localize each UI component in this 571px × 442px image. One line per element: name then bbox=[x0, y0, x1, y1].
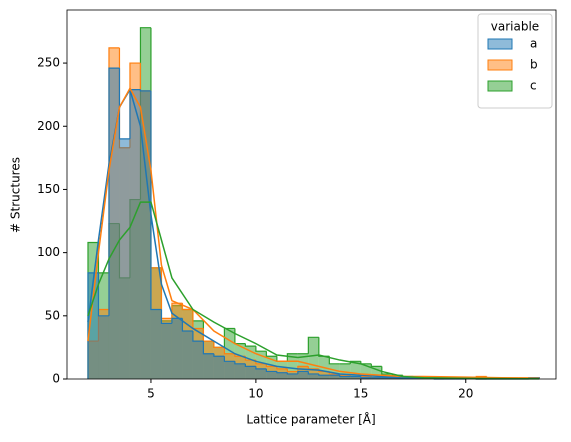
bin-outline bbox=[255, 366, 267, 370]
histogram-bin bbox=[203, 353, 214, 379]
histogram-bin bbox=[318, 375, 330, 379]
histogram-bin bbox=[255, 368, 267, 379]
bin-outline bbox=[318, 373, 330, 376]
histogram-bin bbox=[150, 309, 162, 379]
y-tick-label: 200 bbox=[37, 119, 60, 133]
bin-outline bbox=[118, 68, 130, 140]
bin-outline bbox=[381, 366, 393, 375]
bin-outline bbox=[181, 318, 193, 332]
histogram-bin bbox=[392, 377, 403, 379]
histogram-bin bbox=[266, 371, 277, 379]
bin-outline bbox=[307, 336, 319, 354]
bin-outline bbox=[360, 361, 372, 365]
histogram-bin bbox=[119, 138, 130, 379]
bin-outline bbox=[244, 363, 256, 367]
x-tick-label: 15 bbox=[353, 387, 368, 401]
histogram-bin bbox=[276, 372, 288, 379]
kde-line bbox=[87, 201, 540, 380]
x-axis-label: Lattice parameter [Å] bbox=[246, 412, 375, 427]
x-tick-label: 10 bbox=[248, 387, 263, 401]
bin-outline bbox=[255, 346, 267, 352]
histogram-bin bbox=[339, 376, 351, 379]
histogram-bin bbox=[350, 361, 361, 379]
bin-outline bbox=[328, 356, 340, 365]
bin-outline bbox=[276, 371, 288, 374]
bin-outline bbox=[339, 375, 351, 378]
histogram-bin bbox=[182, 330, 193, 379]
histogram-bin bbox=[381, 377, 393, 379]
histogram-bin bbox=[287, 373, 298, 379]
legend-swatch bbox=[487, 59, 513, 71]
bin-outline bbox=[265, 351, 277, 357]
histogram-bin bbox=[308, 337, 319, 379]
bin-outline bbox=[160, 309, 172, 324]
histogram-bin bbox=[360, 377, 372, 379]
histogram-bin bbox=[129, 89, 141, 380]
histogram-bin bbox=[87, 272, 99, 379]
bin-outline bbox=[265, 368, 277, 373]
bin-outline bbox=[108, 67, 120, 316]
bin-outline bbox=[265, 363, 277, 367]
x-tick-label: 20 bbox=[458, 387, 473, 401]
histogram-bin bbox=[350, 376, 361, 379]
bin-outline bbox=[97, 242, 109, 274]
y-tick-label: 150 bbox=[37, 182, 60, 196]
bin-outline bbox=[276, 366, 288, 370]
histogram-bin bbox=[287, 353, 298, 379]
histogram-bin bbox=[234, 363, 246, 379]
histogram-bin bbox=[297, 371, 309, 379]
bin-outline bbox=[297, 365, 309, 372]
bin-outline bbox=[202, 341, 214, 355]
y-tick-label: 50 bbox=[45, 308, 60, 322]
bin-outline bbox=[297, 370, 309, 374]
bin-outline bbox=[318, 337, 330, 357]
y-axis-label: # Structures bbox=[9, 157, 23, 233]
bin-outline bbox=[286, 372, 298, 375]
histogram-bin bbox=[224, 361, 235, 379]
kde-line bbox=[87, 86, 540, 380]
histogram-bin bbox=[108, 68, 120, 380]
bin-outline bbox=[223, 347, 235, 355]
histogram-bin bbox=[161, 323, 172, 379]
histogram-bin bbox=[213, 356, 225, 379]
plot-frame bbox=[66, 9, 557, 380]
legend-swatch bbox=[487, 38, 513, 50]
bin-outline bbox=[286, 368, 298, 373]
histogram-bin bbox=[371, 366, 382, 379]
legend-label: b bbox=[530, 58, 538, 72]
bin-outline bbox=[139, 89, 151, 92]
bin-outline bbox=[276, 356, 288, 362]
y-tick-label: 250 bbox=[37, 56, 60, 70]
histogram-bin bbox=[371, 377, 382, 379]
bin-outline bbox=[97, 272, 109, 317]
bin-outline bbox=[213, 341, 225, 349]
bin-outline bbox=[360, 376, 372, 379]
bin-outline bbox=[307, 371, 319, 375]
legend-swatch bbox=[487, 80, 513, 92]
histogram-bin bbox=[245, 366, 256, 379]
legend-label: c bbox=[530, 79, 537, 93]
histogram-bin bbox=[140, 90, 151, 379]
legend-title: variable bbox=[491, 20, 539, 34]
x-tick-label: 5 bbox=[147, 387, 155, 401]
histogram-bin bbox=[171, 318, 183, 379]
histogram-bin bbox=[329, 375, 340, 379]
bin-outline bbox=[150, 90, 162, 311]
histogram-bin bbox=[98, 315, 109, 379]
y-tick-label: 100 bbox=[37, 245, 60, 259]
bin-outline bbox=[234, 361, 246, 365]
bin-outline bbox=[244, 343, 256, 347]
bin-outline bbox=[213, 353, 225, 357]
bin-outline bbox=[223, 356, 235, 362]
legend-label: a bbox=[530, 37, 537, 51]
bin-outline bbox=[370, 363, 382, 367]
bin-outline bbox=[286, 353, 298, 362]
histogram-bin bbox=[308, 373, 319, 379]
bin-outline bbox=[192, 330, 204, 342]
histogram-bin bbox=[360, 363, 372, 379]
y-tick-label: 0 bbox=[52, 372, 60, 386]
histogram-bin bbox=[329, 363, 340, 379]
histogram-bin bbox=[192, 341, 204, 379]
